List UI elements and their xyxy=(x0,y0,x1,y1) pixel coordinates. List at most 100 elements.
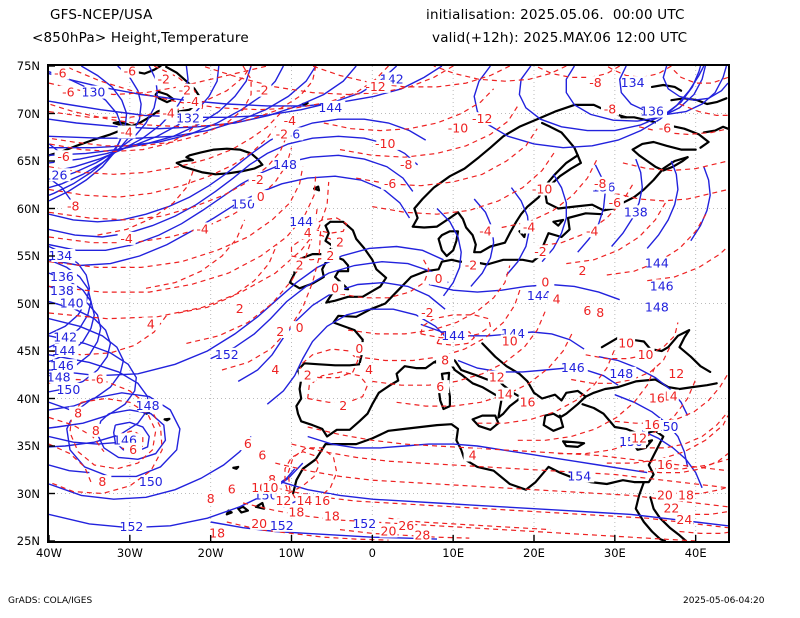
y-tick-70n: 70N xyxy=(16,106,40,121)
svg-text:148: 148 xyxy=(609,366,633,381)
svg-text:-2: -2 xyxy=(534,244,546,259)
y-tick-60n: 60N xyxy=(16,201,40,216)
svg-text:134: 134 xyxy=(49,248,72,263)
svg-text:-12: -12 xyxy=(365,79,385,94)
svg-text:2: 2 xyxy=(339,398,347,413)
svg-text:16: 16 xyxy=(649,391,665,406)
svg-text:144: 144 xyxy=(645,256,669,271)
svg-text:142: 142 xyxy=(53,330,77,345)
svg-text:6: 6 xyxy=(129,442,137,457)
svg-text:148: 148 xyxy=(136,398,160,413)
svg-text:8: 8 xyxy=(207,491,215,506)
svg-text:-6: -6 xyxy=(124,66,137,79)
svg-text:140: 140 xyxy=(60,296,84,311)
svg-text:136: 136 xyxy=(50,269,74,284)
svg-text:-10: -10 xyxy=(532,182,552,197)
svg-text:-6: -6 xyxy=(659,121,672,136)
svg-text:4: 4 xyxy=(304,225,312,240)
svg-text:-8: -8 xyxy=(594,176,607,191)
svg-text:16: 16 xyxy=(314,493,330,508)
svg-text:2: 2 xyxy=(304,368,312,383)
svg-text:-2: -2 xyxy=(421,305,433,320)
y-tick-40n: 40N xyxy=(16,391,40,406)
svg-text:20: 20 xyxy=(381,524,397,539)
svg-text:-6: -6 xyxy=(91,372,104,387)
svg-text:12: 12 xyxy=(631,430,647,445)
svg-text:12: 12 xyxy=(275,493,291,508)
svg-text:4: 4 xyxy=(469,448,477,463)
y-tick-30n: 30N xyxy=(16,486,40,501)
svg-text:18: 18 xyxy=(288,505,304,520)
svg-text:-4: -4 xyxy=(284,113,297,128)
level-field-label: <850hPa> Height,Temperature xyxy=(32,30,249,46)
contour-map: 1301321261341361381401421441461481501481… xyxy=(49,66,728,541)
y-tick-55n: 55N xyxy=(16,249,40,263)
svg-text:154: 154 xyxy=(567,468,591,483)
x-tick-40e: 40E xyxy=(684,546,707,560)
svg-text:152: 152 xyxy=(352,516,376,531)
svg-text:18: 18 xyxy=(678,487,694,502)
svg-text:-2: -2 xyxy=(251,172,263,187)
svg-text:8: 8 xyxy=(98,474,106,489)
x-tick-20w: 20W xyxy=(197,546,224,560)
svg-text:6: 6 xyxy=(583,303,591,318)
svg-text:-10: -10 xyxy=(448,121,468,136)
svg-text:6: 6 xyxy=(258,448,266,463)
svg-text:8: 8 xyxy=(74,406,82,421)
svg-text:-6: -6 xyxy=(384,176,397,191)
svg-text:18: 18 xyxy=(324,508,340,523)
y-tick-25n: 25N xyxy=(16,534,40,548)
svg-text:4: 4 xyxy=(147,316,155,331)
y-tick-35n: 35N xyxy=(16,439,40,453)
svg-text:4: 4 xyxy=(365,362,373,377)
svg-text:12: 12 xyxy=(489,370,505,385)
svg-text:-4: -4 xyxy=(523,220,536,235)
svg-text:138: 138 xyxy=(624,204,648,219)
svg-text:138: 138 xyxy=(50,283,74,298)
svg-text:-8: -8 xyxy=(589,75,602,90)
svg-text:16: 16 xyxy=(520,394,536,409)
x-tick-10w: 10W xyxy=(278,546,305,560)
svg-text:6: 6 xyxy=(244,436,252,451)
svg-text:0: 0 xyxy=(296,320,304,335)
y-tick-65n: 65N xyxy=(16,154,40,168)
svg-text:2: 2 xyxy=(579,263,587,278)
svg-text:8: 8 xyxy=(268,472,276,487)
svg-text:148: 148 xyxy=(273,157,297,172)
svg-text:-4: -4 xyxy=(187,94,200,109)
svg-text:146: 146 xyxy=(561,360,585,375)
svg-text:-4: -4 xyxy=(120,231,133,246)
svg-text:-4: -4 xyxy=(162,106,175,121)
x-tick-40w: 40W xyxy=(35,546,62,560)
svg-text:0: 0 xyxy=(355,341,363,356)
svg-text:-4: -4 xyxy=(479,223,492,238)
x-tick-10e: 10E xyxy=(442,546,465,560)
model-name: GFS-NCEP/USA xyxy=(50,7,153,23)
svg-text:4: 4 xyxy=(271,362,279,377)
svg-text:8: 8 xyxy=(92,423,100,438)
map-plot-area: 1301321261341361381401421441461481501481… xyxy=(47,64,730,543)
footer-credit: GrADS: COLA/IGES xyxy=(8,596,93,606)
svg-text:-6: -6 xyxy=(57,149,70,164)
svg-text:20: 20 xyxy=(657,487,673,502)
svg-text:130: 130 xyxy=(82,85,106,100)
svg-text:148: 148 xyxy=(49,370,71,385)
svg-text:16: 16 xyxy=(657,457,673,472)
svg-text:-8: -8 xyxy=(400,157,413,172)
svg-text:10: 10 xyxy=(263,480,279,495)
svg-text:6: 6 xyxy=(436,379,444,394)
svg-text:144: 144 xyxy=(52,343,76,358)
svg-text:150: 150 xyxy=(56,382,80,397)
svg-text:132: 132 xyxy=(176,110,200,125)
x-tick-30e: 30E xyxy=(603,546,626,560)
svg-text:2: 2 xyxy=(236,301,244,316)
y-tick-75n: 75N xyxy=(16,59,40,73)
svg-text:-10: -10 xyxy=(375,136,395,151)
svg-text:2: 2 xyxy=(336,235,344,250)
svg-text:0: 0 xyxy=(257,189,265,204)
svg-text:8: 8 xyxy=(596,305,604,320)
svg-text:6: 6 xyxy=(228,482,236,497)
temperature-contours xyxy=(49,66,728,541)
svg-text:-2: -2 xyxy=(276,126,288,141)
